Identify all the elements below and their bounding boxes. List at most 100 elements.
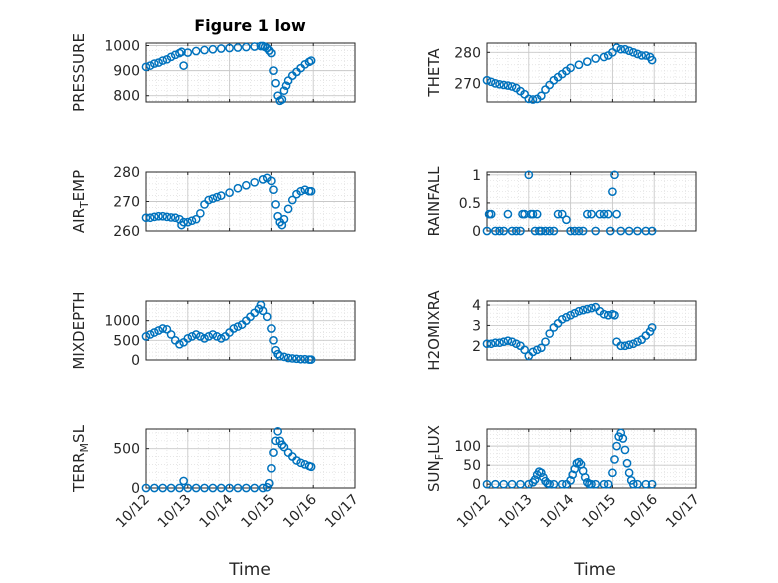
subplot-8-data-point bbox=[612, 441, 621, 451]
subplot-5-data-point bbox=[183, 334, 193, 343]
subplot-4-data-point bbox=[624, 226, 634, 236]
subplot-4-y-tick-label: 0.5 bbox=[459, 196, 481, 212]
subplot-2-y-tick-label: 280 bbox=[454, 45, 481, 61]
subplot-3-data-point bbox=[183, 217, 193, 227]
subplot-8-data-point bbox=[633, 479, 642, 489]
subplot-7-x-tick-label: 10/14 bbox=[197, 491, 237, 531]
subplot-4-data-point bbox=[499, 226, 509, 236]
subplot-8-data-point bbox=[568, 470, 578, 480]
subplot-2-y-axis-label: THETA bbox=[425, 48, 443, 98]
subplot-6-data-point bbox=[566, 310, 575, 320]
subplot-2-data-point bbox=[482, 75, 492, 85]
subplot-8-data-point bbox=[603, 479, 613, 489]
subplot-2-data-point bbox=[647, 55, 657, 65]
subplot-8-y-tick-label: 50 bbox=[463, 458, 481, 474]
subplot-6-data-point bbox=[491, 338, 500, 348]
subplot-1-data-point bbox=[262, 43, 272, 53]
subplot-1-data-point bbox=[150, 59, 159, 68]
subplot-2-data-point bbox=[503, 81, 513, 90]
subplot-6-data-point bbox=[647, 323, 657, 332]
subplot-1-data-point bbox=[233, 43, 243, 52]
subplot-4-data-point bbox=[495, 226, 504, 236]
subplot-3-y-tick-label: 260 bbox=[113, 224, 140, 240]
subplot-2-data-point bbox=[524, 94, 534, 104]
subplot-7-data-point bbox=[208, 483, 218, 493]
subplot-4-data-point bbox=[641, 226, 651, 236]
subplot-8-x-tick-label: 10/15 bbox=[579, 492, 619, 532]
subplot-3-data-point bbox=[141, 213, 151, 223]
subplot-1-data-point bbox=[264, 46, 274, 55]
subplot-1-y-tick-label: 900 bbox=[113, 64, 140, 80]
subplot-1-data-point bbox=[267, 48, 276, 58]
subplot-3-y-tick-label: 280 bbox=[113, 165, 140, 181]
subplot-4-data-point bbox=[608, 187, 617, 197]
subplot-6-data-point bbox=[628, 339, 638, 349]
subplot-7-data-point bbox=[150, 483, 159, 493]
subplot-7-data-point bbox=[200, 483, 209, 493]
subplot-7-y-axis-label: TERRMSL bbox=[70, 424, 91, 493]
subplot-6-data-point bbox=[482, 339, 492, 349]
subplot-4-data-point bbox=[603, 209, 613, 219]
subplot-3-data-point bbox=[225, 188, 234, 197]
subplot-1-data-point bbox=[158, 56, 168, 65]
subplot-2-data-point bbox=[507, 82, 517, 91]
subplot-4-data-point bbox=[616, 226, 626, 236]
subplot-1-data-point bbox=[179, 61, 188, 70]
subplot-4-data-point bbox=[612, 209, 621, 219]
subplot-5-data-point bbox=[195, 332, 205, 341]
subplot-5-data-point bbox=[216, 334, 226, 343]
subplot-7-x-tick-label: 10/16 bbox=[280, 491, 320, 531]
subplot-7-x-tick-label: 10/15 bbox=[238, 492, 278, 532]
subplot-7-data-point bbox=[250, 483, 260, 493]
subplot-6-data-point bbox=[616, 341, 626, 351]
subplot-2-data-point bbox=[491, 79, 500, 88]
subplot-8-x-tick-label: 10/13 bbox=[496, 492, 536, 532]
subplot-5-data-point bbox=[212, 332, 222, 341]
subplot-5-data-point bbox=[267, 324, 276, 333]
subplot-5-data-point bbox=[262, 312, 272, 322]
subplot-4-data-point bbox=[507, 226, 517, 236]
subplot-5-data-point bbox=[283, 353, 293, 363]
subplot-7-data-point bbox=[271, 436, 280, 446]
subplot-3-data-point bbox=[296, 186, 306, 196]
subplot-8-data-point bbox=[580, 472, 590, 482]
subplot-4-data-point bbox=[541, 226, 550, 236]
subplot-6-data-point bbox=[562, 312, 571, 322]
subplot-7-data-point bbox=[296, 458, 306, 468]
subplot-2-data-point bbox=[599, 52, 609, 62]
subplot-8-data-point bbox=[499, 479, 509, 489]
subplot-5-y-tick-label: 0 bbox=[131, 353, 140, 369]
subplot-3-data-point bbox=[191, 214, 201, 224]
subplot-2-data-point bbox=[591, 54, 601, 63]
subplot-4-data-point bbox=[599, 209, 609, 219]
subplot-4-data-point bbox=[549, 226, 559, 236]
subplot-3-data-point bbox=[195, 208, 205, 218]
subplot-5-data-point bbox=[141, 332, 151, 341]
subplot-7-data-point bbox=[273, 427, 283, 436]
subplot-6-data-point bbox=[528, 347, 538, 357]
subplot-4-data-point bbox=[511, 226, 521, 236]
subplot-6-data-point bbox=[633, 337, 642, 347]
subplot-8-data-point bbox=[545, 479, 555, 489]
subplot-3-data-point bbox=[267, 176, 276, 186]
subplot-8-data-point bbox=[587, 479, 596, 489]
subplot-3-data-point bbox=[145, 213, 155, 223]
subplot-8-data-point bbox=[549, 479, 559, 489]
subplot-5-data-point bbox=[187, 332, 197, 341]
subplot-2-data-point bbox=[637, 51, 647, 60]
subplot-8-data-point bbox=[516, 479, 525, 489]
subplot-4-data-point bbox=[578, 226, 588, 236]
subplot-7-y-tick-label: 0 bbox=[131, 481, 140, 497]
subplot-7-data-point bbox=[179, 476, 188, 486]
subplot-5-axes-box bbox=[145, 300, 356, 361]
subplot-8-data-point bbox=[618, 434, 628, 443]
subplot-8-data-point bbox=[608, 468, 617, 478]
subplot-6-y-axis-label: H2OMIXRA bbox=[425, 290, 443, 371]
subplot-3-data-point bbox=[158, 211, 168, 221]
subplot-6-data-point bbox=[578, 305, 588, 315]
subplot-7-y-tick-label: 500 bbox=[113, 442, 140, 458]
subplot-2-data-point bbox=[624, 46, 634, 56]
subplot-2-data-point bbox=[628, 47, 638, 57]
subplot-2-data-point bbox=[620, 44, 630, 54]
